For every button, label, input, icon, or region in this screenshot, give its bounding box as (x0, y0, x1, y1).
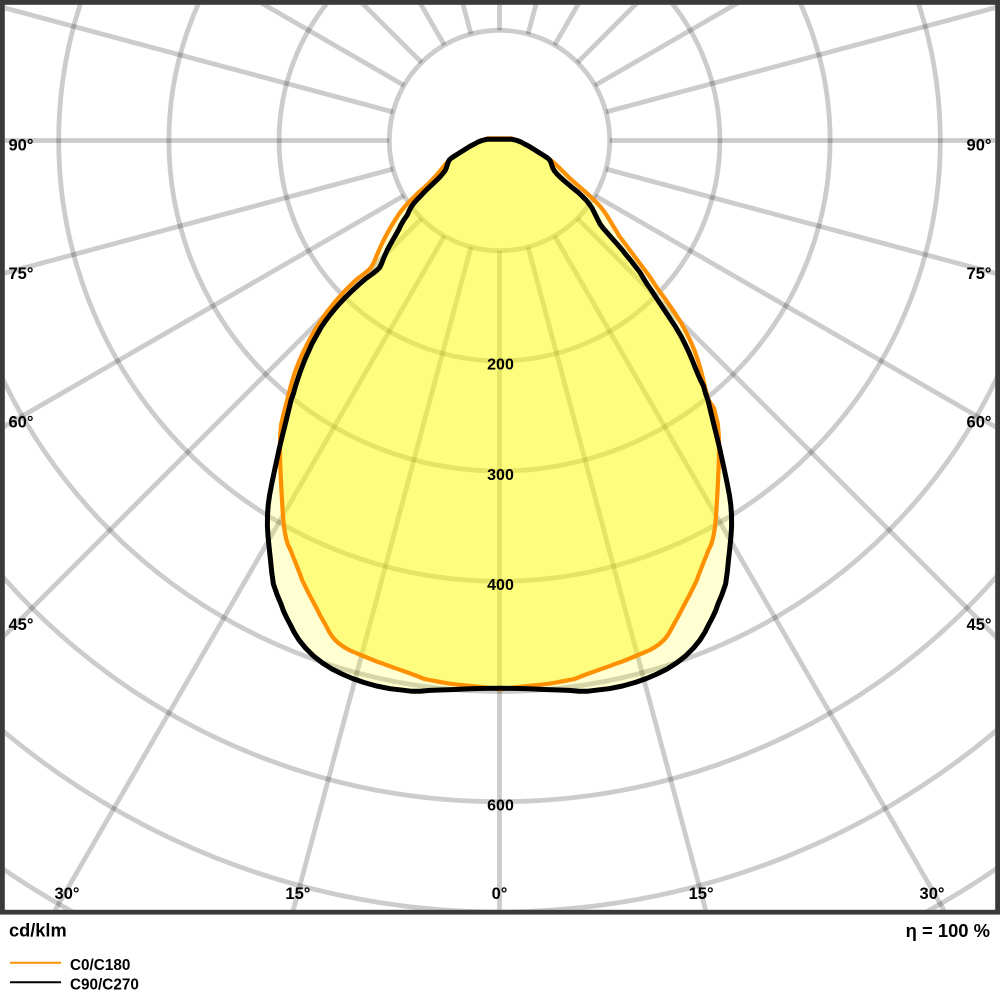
svg-text:200: 200 (487, 357, 514, 374)
svg-text:60°: 60° (9, 413, 34, 431)
svg-text:75°: 75° (9, 265, 34, 283)
svg-text:cd/klm: cd/klm (9, 920, 67, 940)
svg-text:30°: 30° (55, 885, 80, 903)
svg-text:90°: 90° (9, 137, 34, 155)
svg-text:300: 300 (487, 467, 514, 484)
svg-text:15°: 15° (689, 885, 714, 903)
svg-text:400: 400 (487, 577, 514, 594)
svg-text:45°: 45° (9, 616, 34, 634)
svg-text:C90/C270: C90/C270 (70, 976, 139, 993)
svg-text:75°: 75° (967, 265, 992, 283)
svg-text:C0/C180: C0/C180 (70, 957, 130, 974)
svg-text:15°: 15° (285, 885, 310, 903)
svg-text:η = 100 %: η = 100 % (906, 920, 990, 941)
svg-text:30°: 30° (920, 885, 945, 903)
svg-text:60°: 60° (967, 413, 992, 431)
svg-text:45°: 45° (967, 616, 992, 634)
svg-text:90°: 90° (967, 137, 992, 155)
svg-text:600: 600 (487, 797, 514, 814)
svg-text:0°: 0° (492, 885, 508, 903)
